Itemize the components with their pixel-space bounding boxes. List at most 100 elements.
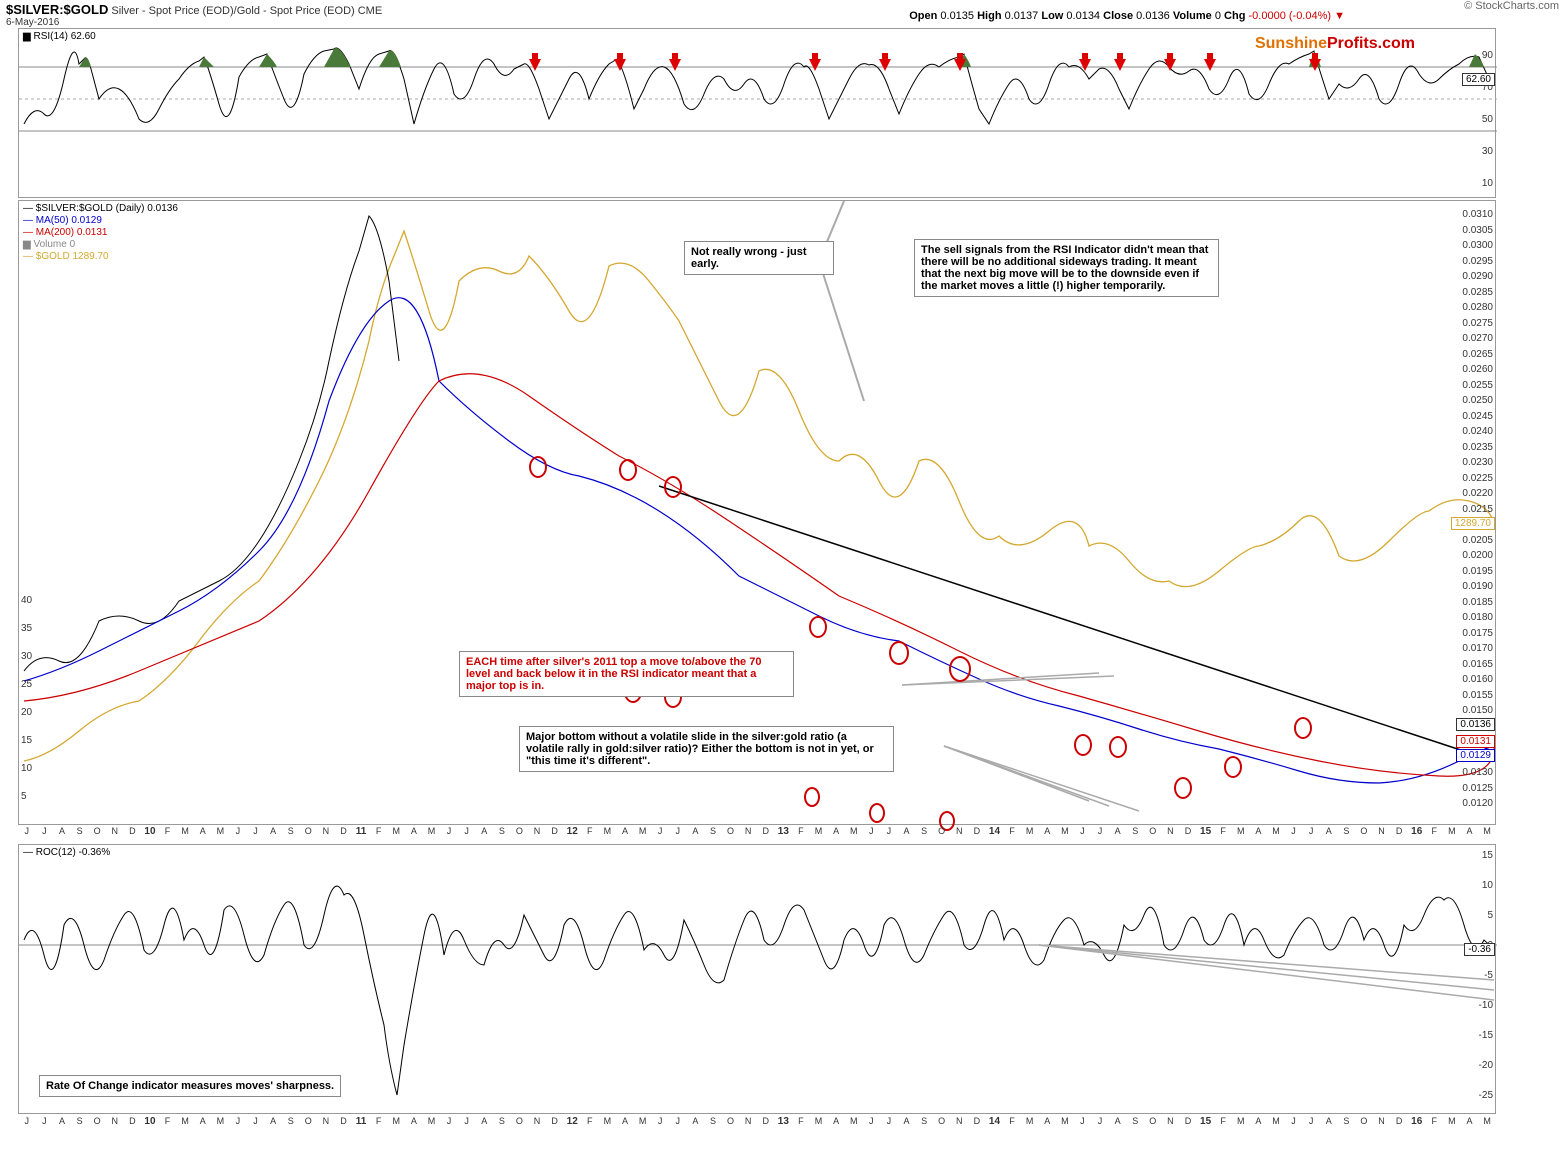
x-tick: J (669, 1116, 687, 1132)
ma50-tag: 0.0129 (1456, 749, 1495, 762)
axis-tick: 0.0220 (1462, 488, 1493, 499)
axis-tick: 30 (1482, 146, 1493, 157)
note1: Not really wrong - just early. (684, 241, 834, 275)
axis-tick: 0.0130 (1462, 767, 1493, 778)
x-tick: A (1461, 1116, 1479, 1132)
x-tick: A (475, 1116, 493, 1132)
x-tick: M (634, 826, 652, 842)
x-tick: M (1443, 1116, 1461, 1132)
x-tick: N (317, 1116, 335, 1132)
x-tick: M (212, 1116, 230, 1132)
x-tick: J (880, 826, 898, 842)
axis-tick: 0.0250 (1462, 395, 1493, 406)
axis-tick: 0.0235 (1462, 442, 1493, 453)
x-tick: D (968, 826, 986, 842)
x-tick: M (387, 826, 405, 842)
x-tick: J (458, 1116, 476, 1132)
x-tick: O (300, 1116, 318, 1132)
signal-arrow-icon (954, 59, 966, 71)
x-tick: 16 (1408, 1116, 1426, 1132)
x-tick: N (950, 826, 968, 842)
x-tick: D (757, 1116, 775, 1132)
x-tick: N (1373, 826, 1391, 842)
x-tick: N (528, 826, 546, 842)
signal-ellipse (804, 787, 820, 807)
x-tick: 13 (775, 826, 793, 842)
x-tick: J (36, 1116, 54, 1132)
x-tick: O (511, 826, 529, 842)
x-tick: M (810, 1116, 828, 1132)
symbol: $SILVER:$GOLD (6, 2, 108, 17)
x-tick: A (1109, 826, 1127, 842)
axis-tick: 35 (21, 623, 32, 634)
axis-tick: 0.0280 (1462, 302, 1493, 313)
x-tick: F (792, 1116, 810, 1132)
x-tick: S (704, 1116, 722, 1132)
x-tick: 10 (141, 1116, 159, 1132)
main-panel: — $SILVER:$GOLD (Daily) 0.0136 — MA(50) … (18, 200, 1496, 825)
roc-panel: — ROC(12) -0.36% -25-20-15-10-5051015 Ra… (18, 844, 1496, 1114)
axis-tick: 0.0225 (1462, 473, 1493, 484)
signal-ellipse (949, 656, 971, 682)
axis-tick: 0.0290 (1462, 271, 1493, 282)
signal-ellipse (889, 641, 909, 665)
x-tick: N (739, 826, 757, 842)
axis-tick: -15 (1479, 1030, 1493, 1041)
axis-tick: 5 (1487, 910, 1493, 921)
x-tick: M (1056, 826, 1074, 842)
x-tick: O (511, 1116, 529, 1132)
x-tick: A (264, 1116, 282, 1132)
axis-tick: -25 (1479, 1090, 1493, 1101)
x-tick: M (1267, 826, 1285, 842)
x-tick: O (722, 1116, 740, 1132)
signal-arrow-icon (1309, 59, 1321, 71)
axis-tick: 0.0205 (1462, 535, 1493, 546)
x-tick: J (247, 1116, 265, 1132)
x-tick: N (739, 1116, 757, 1132)
x-tick: F (159, 826, 177, 842)
x-tick: 15 (1197, 826, 1215, 842)
axis-tick: 0.0195 (1462, 566, 1493, 577)
x-tick: A (687, 1116, 705, 1132)
signal-arrow-icon (809, 59, 821, 71)
x-tick: J (1091, 1116, 1109, 1132)
x-tick: F (581, 826, 599, 842)
axis-tick: 0.0215 (1462, 504, 1493, 515)
signal-ellipse (1224, 756, 1242, 778)
x-tick: D (968, 1116, 986, 1132)
x-tick: J (18, 1116, 36, 1132)
x-tick: N (950, 1116, 968, 1132)
axis-tick: 0.0150 (1462, 705, 1493, 716)
x-tick: A (1461, 826, 1479, 842)
x-tick: J (863, 826, 881, 842)
x-tick: J (458, 826, 476, 842)
x-tick: F (159, 1116, 177, 1132)
x-tick: A (827, 1116, 845, 1132)
x-tick: D (335, 826, 353, 842)
signal-arrow-icon (1164, 59, 1176, 71)
x-tick: D (1179, 1116, 1197, 1132)
x-tick: N (1162, 826, 1180, 842)
x-tick: M (634, 1116, 652, 1132)
rsi-value-tag: 62.60 (1462, 73, 1495, 86)
axis-tick: -20 (1479, 1060, 1493, 1071)
x-tick: D (1179, 826, 1197, 842)
x-tick: A (1038, 1116, 1056, 1132)
x-tick: S (915, 1116, 933, 1132)
x-tick: M (1021, 826, 1039, 842)
x-tick: S (71, 826, 89, 842)
axis-tick: 0.0230 (1462, 457, 1493, 468)
x-tick: M (176, 1116, 194, 1132)
x-tick: D (124, 826, 142, 842)
x-tick: 12 (563, 1116, 581, 1132)
x-tick: J (1285, 826, 1303, 842)
axis-tick: 0.0155 (1462, 690, 1493, 701)
x-tick: N (1162, 1116, 1180, 1132)
axis-tick: 5 (21, 791, 27, 802)
x-tick: A (1109, 1116, 1127, 1132)
roc-value-tag: -0.36 (1464, 943, 1495, 956)
x-tick: S (493, 1116, 511, 1132)
x-tick: A (827, 826, 845, 842)
axis-tick: 0.0265 (1462, 349, 1493, 360)
axis-tick: 0.0180 (1462, 612, 1493, 623)
